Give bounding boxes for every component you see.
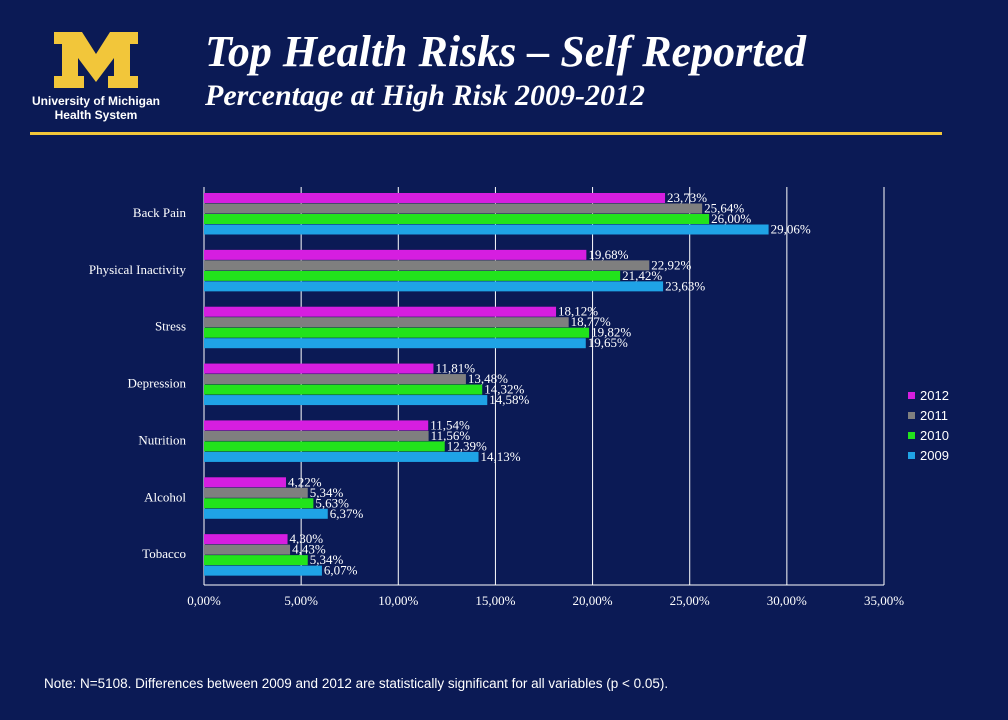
bar [204, 249, 587, 260]
legend-label: 2012 [920, 388, 949, 403]
legend-label: 2010 [920, 428, 949, 443]
category-label: Physical Inactivity [89, 262, 187, 277]
category-label: Alcohol [144, 489, 186, 504]
logo-line-2: Health System [54, 108, 138, 122]
category-label: Tobacco [142, 546, 186, 561]
category-label: Stress [155, 319, 186, 334]
bar [204, 327, 590, 338]
bar [204, 430, 429, 441]
data-label: 11,81% [435, 361, 475, 376]
data-label: 21,42% [622, 268, 662, 283]
legend-label: 2009 [920, 448, 949, 463]
data-label: 23,73% [667, 190, 707, 205]
legend-swatch [908, 392, 915, 399]
university-logo: University of Michigan Health System [26, 28, 166, 124]
block-m-icon [54, 32, 138, 88]
x-tick-label: 30,00% [767, 593, 807, 608]
data-label: 4,22% [288, 474, 322, 489]
data-label: 23,63% [665, 278, 705, 293]
legend-swatch [908, 452, 915, 459]
bar [204, 487, 308, 498]
bar [204, 565, 322, 576]
x-tick-label: 5,00% [284, 593, 318, 608]
x-tick-label: 20,00% [573, 593, 613, 608]
bar [204, 544, 291, 555]
bar [204, 374, 466, 385]
category-label: Depression [128, 376, 187, 391]
data-label: 13,48% [468, 371, 508, 386]
data-label: 14,58% [489, 392, 529, 407]
bar [204, 306, 557, 317]
x-tick-label: 25,00% [670, 593, 710, 608]
legend-label: 2011 [920, 408, 948, 423]
data-label: 22,92% [651, 257, 691, 272]
x-tick-label: 35,00% [864, 593, 904, 608]
data-label: 12,39% [447, 438, 487, 453]
bar [204, 363, 434, 374]
bar [204, 317, 569, 328]
data-label: 11,54% [430, 417, 470, 432]
bar [204, 260, 650, 271]
bar [204, 384, 483, 395]
bar [204, 441, 445, 452]
data-label: 6,37% [330, 506, 364, 521]
category-label: Back Pain [133, 205, 187, 220]
bar [204, 555, 308, 566]
category-label: Nutrition [138, 432, 186, 447]
data-label: 19,68% [588, 247, 628, 262]
footnote: Note: N=5108. Differences between 2009 a… [44, 676, 669, 691]
bar [204, 498, 314, 509]
data-label: 6,07% [324, 563, 358, 578]
bar [204, 281, 664, 292]
bar [204, 270, 621, 281]
bar [204, 451, 479, 462]
logo-line-1: University of Michigan [31, 94, 161, 108]
x-tick-label: 0,00% [187, 593, 221, 608]
data-label: 29,06% [771, 222, 811, 237]
data-label: 18,12% [558, 304, 598, 319]
bar [204, 214, 710, 224]
bar [204, 534, 288, 545]
data-label: 14,13% [481, 449, 521, 464]
title-divider [30, 132, 942, 135]
page-subtitle: Percentage at High Risk 2009-2012 [205, 79, 645, 112]
data-label: 14,32% [484, 382, 524, 397]
data-label: 11,56% [431, 428, 471, 443]
x-tick-label: 10,00% [378, 593, 418, 608]
bar [204, 420, 429, 431]
legend-swatch [908, 432, 915, 439]
data-label: 25,64% [704, 201, 744, 216]
data-label: 5,34% [310, 552, 344, 567]
bar [204, 203, 703, 214]
data-label: 19,65% [588, 335, 628, 350]
bar [204, 395, 488, 406]
page-title: Top Health Risks – Self Reported [205, 27, 806, 76]
data-label: 18,77% [571, 314, 611, 329]
bar [204, 193, 666, 203]
data-label: 5,34% [310, 485, 344, 500]
x-tick-label: 15,00% [475, 593, 515, 608]
bar-chart: 0,00% 5,00% 10,00% 15,00% 20,00% 25,00% 30,00%… [89, 187, 949, 608]
data-label: 4,43% [292, 542, 326, 557]
bar [204, 224, 769, 235]
data-label: 5,63% [315, 495, 349, 510]
bar [204, 508, 328, 519]
bar [204, 338, 586, 349]
data-label: 19,82% [591, 325, 631, 340]
data-label: 26,00% [711, 211, 751, 226]
legend-swatch [908, 412, 915, 419]
data-label: 4,30% [290, 531, 324, 546]
bar [204, 477, 286, 488]
